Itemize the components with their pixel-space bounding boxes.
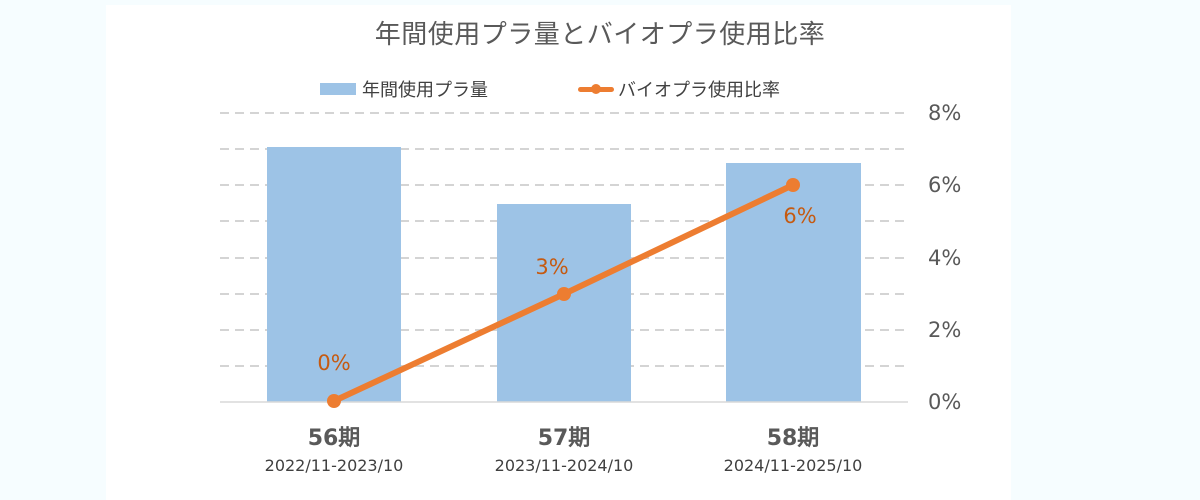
bar-58 xyxy=(726,163,861,402)
y-tick-0: 0% xyxy=(928,390,962,414)
chart-title: 年間使用プラ量とバイオプラ使用比率 xyxy=(374,20,826,50)
category-57: 57期 2023/11-2024/10 xyxy=(444,420,684,475)
legend-bar-swatch-icon xyxy=(320,83,356,95)
y-tick-8: 8% xyxy=(928,101,962,125)
category-name: 56期 xyxy=(307,426,361,451)
category-range: 2024/11-2025/10 xyxy=(723,456,863,475)
legend-line-label: バイオプラ使用比率 xyxy=(618,80,780,101)
data-label-56: 0% xyxy=(317,351,351,375)
category-range: 2023/11-2024/10 xyxy=(494,456,634,475)
category-range: 2022/11-2023/10 xyxy=(264,456,404,475)
y-tick-2: 2% xyxy=(928,318,962,342)
legend-item-line: バイオプラ使用比率 xyxy=(578,76,780,102)
category-name: 58期 xyxy=(766,426,820,451)
ratio-marker-58 xyxy=(786,178,800,192)
ratio-marker-57 xyxy=(557,287,571,301)
category-name: 57期 xyxy=(537,426,591,451)
data-label-57: 3% xyxy=(535,255,569,279)
legend-line-marker-icon xyxy=(578,76,614,102)
bar-56 xyxy=(267,147,401,402)
category-58: 58期 2024/11-2025/10 xyxy=(673,420,913,475)
y-tick-4: 4% xyxy=(928,246,962,270)
chart-legend: 年間使用プラ量 バイオプラ使用比率 xyxy=(0,76,1200,102)
legend-item-bar: 年間使用プラ量 xyxy=(320,76,488,102)
legend-bar-label: 年間使用プラ量 xyxy=(362,80,488,101)
y-tick-6: 6% xyxy=(928,173,962,197)
category-56: 56期 2022/11-2023/10 xyxy=(214,420,454,475)
ratio-marker-56 xyxy=(327,394,341,408)
bar-57 xyxy=(497,204,631,402)
data-label-58: 6% xyxy=(783,204,817,228)
